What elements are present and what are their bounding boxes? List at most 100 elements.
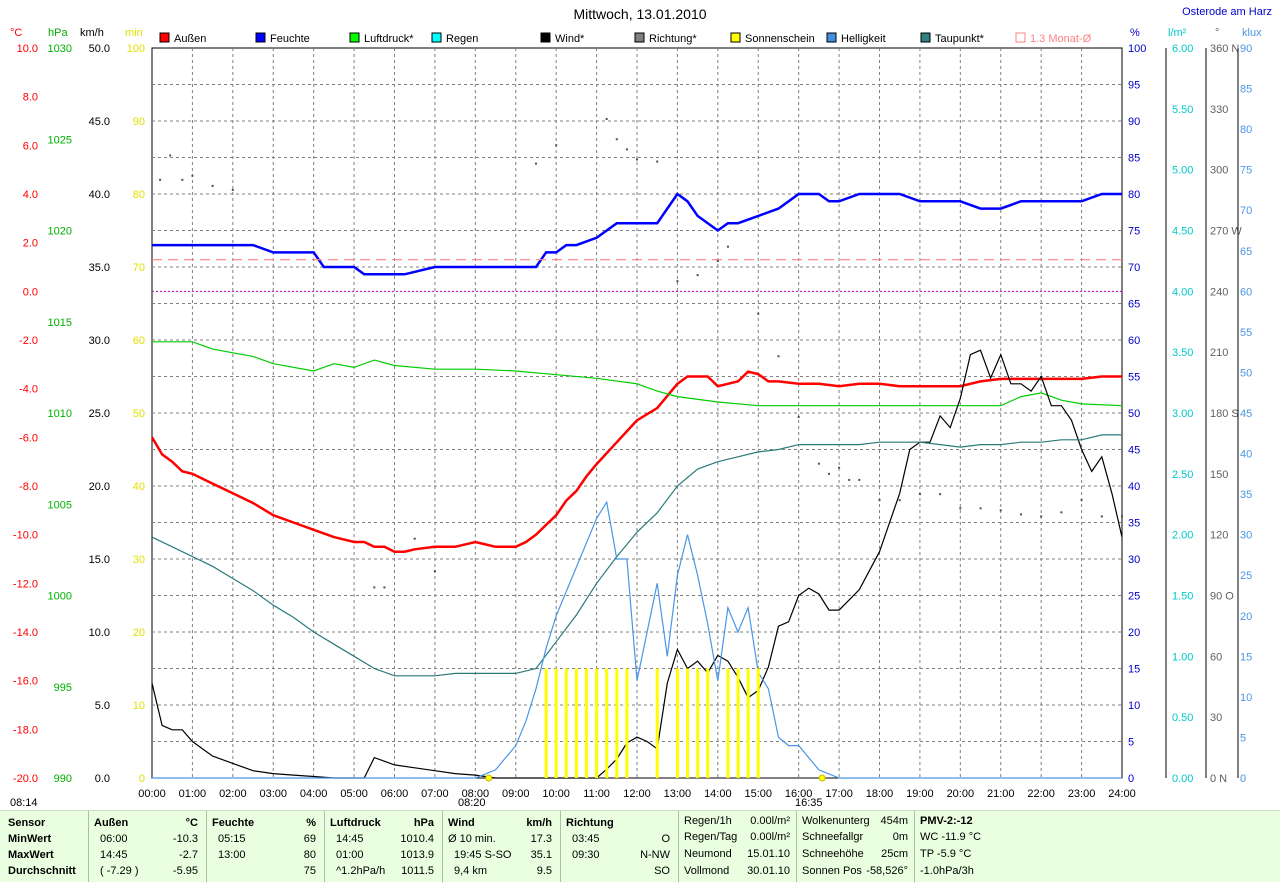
sunshine-bar <box>564 668 568 778</box>
day-start-marker: 08:14 <box>10 797 38 809</box>
axis-tick-pressure: 1030 <box>48 43 72 55</box>
axis-tick-temp: -6.0 <box>19 432 38 444</box>
stats-table: Sensor MinWert MaxWert Durchschnitt Auße… <box>0 810 1280 882</box>
axis-tick-rain: 0.00 <box>1172 773 1193 785</box>
axis-tick-humidity: 100 <box>1128 43 1146 55</box>
legend-label: Außen <box>174 33 206 45</box>
axis-tick-humidity: 5 <box>1128 737 1134 749</box>
axis-tick-humidity: 35 <box>1128 518 1140 530</box>
legend-swatch <box>634 32 645 43</box>
axis-tick-humidity: 85 <box>1128 153 1140 165</box>
axis-tick-rain: 1.00 <box>1172 651 1193 663</box>
direction-point <box>181 178 184 181</box>
axis-unit-lux: klux <box>1242 27 1262 39</box>
axis-tick-pressure: 1005 <box>48 499 72 511</box>
axis-tick-humidity: 80 <box>1128 189 1140 201</box>
direction-point <box>534 162 537 165</box>
axis-tick-temp: 10.0 <box>17 43 38 55</box>
legend-swatch <box>349 32 360 43</box>
sunshine-bar <box>615 668 619 778</box>
axis-unit-rain: l/m² <box>1168 27 1187 39</box>
stats-col-regen: Regen/1h 0.00l/m² Regen/Tag 0.00l/m² Neu… <box>678 811 797 882</box>
x-tick-label: 23:00 <box>1068 788 1096 800</box>
axis-tick-sun: 100 <box>127 43 145 55</box>
legend-label: Richtung* <box>649 33 697 45</box>
sunrise-marker: 08:20 <box>458 797 486 809</box>
axis-tick-direction: 360 N <box>1210 43 1239 55</box>
direction-point <box>555 144 558 147</box>
axis-tick-sun: 20 <box>133 627 145 639</box>
stats-value: 9.5 <box>536 865 552 877</box>
sun-marker <box>818 774 826 782</box>
legend-swatch <box>159 32 170 43</box>
axis-tick-sun: 80 <box>133 189 145 201</box>
chart-title: Mittwoch, 13.01.2010 <box>573 6 707 22</box>
direction-point <box>1121 515 1123 518</box>
direction-point <box>211 184 214 187</box>
axis-tick-lux: 30 <box>1240 530 1252 542</box>
stats-time: 01:00 <box>336 849 364 861</box>
stats-value: -10.3 <box>172 833 198 845</box>
axis-tick-temp: 2.0 <box>23 238 38 250</box>
stats-col-luftdruck: Luftdruck hPa 14:45 1010.4 01:00 1013.9 … <box>324 811 443 882</box>
direction-point <box>169 154 172 157</box>
axis-tick-temp: 8.0 <box>23 92 38 104</box>
axis-tick-lux: 5 <box>1240 732 1246 744</box>
stats-dewpoint: TP -5.9 °C <box>920 848 972 860</box>
stats-col-feuchte: Feuchte % 05:15 69 13:00 80 75 <box>206 811 325 882</box>
stats-time: ^1.2hPa/h <box>336 865 386 877</box>
stats-time: 19:45 S-SO <box>454 849 512 861</box>
axis-tick-lux: 50 <box>1240 367 1252 379</box>
axis-tick-direction: 300 <box>1210 165 1228 177</box>
sunshine-bar <box>706 668 710 778</box>
stats-time: 06:00 <box>100 833 128 845</box>
direction-point <box>383 586 386 589</box>
direction-point <box>827 472 830 475</box>
direction-point <box>898 499 901 502</box>
axis-tick-rain: 5.50 <box>1172 104 1193 116</box>
stats-time: 14:45 <box>100 849 128 861</box>
axis-tick-humidity: 45 <box>1128 445 1140 457</box>
direction-point <box>757 312 760 315</box>
location-label: Osterode am Harz <box>1182 6 1272 18</box>
stats-label: Neumond <box>684 848 732 860</box>
stats-value: 1010.4 <box>400 833 434 845</box>
stats-value: SO <box>654 865 670 877</box>
axis-tick-humidity: 30 <box>1128 554 1140 566</box>
legend-label: Luftdruck* <box>364 33 414 45</box>
axis-tick-pressure: 995 <box>54 682 72 694</box>
axis-tick-rain: 3.00 <box>1172 408 1193 420</box>
stats-label: Vollmond <box>684 865 730 877</box>
stats-value: 0.00l/m² <box>750 831 790 843</box>
legend-swatch <box>730 32 741 43</box>
series-line-feuchte <box>152 192 1122 276</box>
axis-tick-lux: 25 <box>1240 570 1252 582</box>
axis-tick-temp: 4.0 <box>23 189 38 201</box>
axis-tick-humidity: 10 <box>1128 700 1140 712</box>
stats-value: -58,526° <box>866 865 908 877</box>
axis-tick-lux: 80 <box>1240 124 1252 136</box>
axis-tick-lux: 60 <box>1240 286 1252 298</box>
stats-value: 1011.5 <box>401 865 434 877</box>
stats-time: 9,4 km <box>454 865 488 877</box>
axis-tick-rain: 2.00 <box>1172 530 1193 542</box>
axis-tick-rain: 4.50 <box>1172 226 1193 238</box>
axis-tick-wind: 50.0 <box>89 43 110 55</box>
stats-value: 454m <box>880 815 908 827</box>
axis-tick-wind: 0.0 <box>95 773 110 785</box>
axis-tick-humidity: 50 <box>1128 408 1140 420</box>
legend-label: 1.3 Monat-Ø <box>1030 33 1092 45</box>
sunshine-bar <box>554 668 558 778</box>
stats-value: 35.1 <box>530 849 552 861</box>
axis-tick-direction: 240 <box>1210 286 1228 298</box>
axis-tick-direction: 30 <box>1210 712 1222 724</box>
axis-tick-lux: 85 <box>1240 84 1252 96</box>
stats-label: Schneefallgr <box>802 831 864 843</box>
sunshine-bar <box>686 668 690 778</box>
axis-tick-wind: 20.0 <box>89 481 110 493</box>
stats-col-wind: Wind km/h Ø 10 min. 17.3 19:45 S-SO 35.1… <box>442 811 561 882</box>
direction-point <box>858 478 861 481</box>
direction-point <box>413 537 416 540</box>
axis-tick-direction: 60 <box>1210 651 1222 663</box>
sunshine-bar <box>675 668 679 778</box>
